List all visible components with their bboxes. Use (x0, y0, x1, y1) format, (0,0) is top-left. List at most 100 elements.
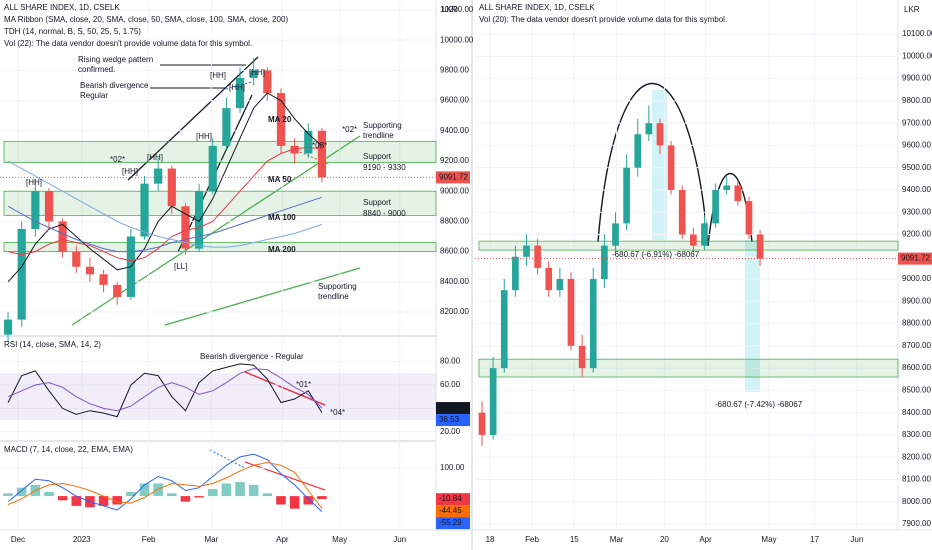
histogram-bar (276, 496, 286, 505)
histogram-bar (3, 493, 13, 497)
last-value-box (436, 493, 470, 506)
histogram-bar (207, 489, 218, 497)
annotation: Support (363, 152, 392, 161)
candle-body (756, 234, 764, 259)
annotation: *03* (312, 141, 327, 150)
macd-divergence (244, 461, 326, 491)
candle-body (512, 256, 519, 291)
last-value-label: 40.30 (439, 403, 460, 412)
candle-body (72, 251, 81, 267)
y-tick-label: 8200.00 (902, 452, 931, 461)
pane-title: RSI (14, close, SMA, 14, 2) (4, 340, 101, 349)
arc-pattern (597, 83, 709, 247)
support-zone (3, 140, 437, 163)
x-tick-label: 2023 (73, 535, 91, 544)
support-zone (3, 190, 437, 216)
candle-body (589, 279, 597, 369)
annotation: Rising wedge pattern (78, 55, 153, 64)
annotation: Supporting (318, 282, 357, 291)
pane-subtitle: Vol (22): The data vendor doesn't provid… (4, 39, 252, 48)
x-tick-label: Apr (699, 535, 712, 544)
candle-body (612, 223, 619, 246)
x-tick-label: 15 (570, 535, 579, 544)
annotation: 8840 - 9000 (363, 209, 406, 218)
histogram-bar (44, 491, 54, 497)
candle-body (701, 223, 708, 246)
y-tick-label: 8300.00 (902, 430, 931, 439)
histogram-bar (303, 496, 314, 505)
series-label: MA 20 (268, 115, 292, 124)
series-line (7, 363, 323, 418)
series-line (7, 453, 323, 512)
y-tick-label: 9600.00 (902, 141, 931, 150)
annotation: [HH] (249, 68, 265, 77)
y-tick-label: 8400.00 (440, 277, 469, 286)
y-tick-label: 80.00 (440, 357, 461, 366)
y-tick-label: 8200.00 (440, 307, 469, 316)
candle-body (656, 123, 664, 146)
candle-body (263, 70, 272, 94)
last-value-label: 9091.72 (439, 172, 468, 181)
y-tick-label: 9400.00 (902, 185, 931, 194)
x-tick-label: Jun (393, 535, 406, 544)
divergence-line (221, 81, 253, 91)
pane-subtitle: TDH (14, normal, B, S, 50, 25, 5, 1.75) (4, 27, 141, 36)
y-tick-label: 9200.00 (902, 230, 931, 239)
candle-body (31, 191, 40, 229)
histogram-bar (71, 496, 82, 506)
x-tick-label: May (332, 535, 347, 544)
pane-title: ALL SHARE INDEX, 1D, CSELK (479, 3, 595, 12)
axis-unit: LKR (442, 5, 458, 14)
y-tick-label: 9800.00 (902, 96, 931, 105)
histogram-bar (153, 483, 163, 497)
candle-body (723, 185, 731, 190)
pane-title: MACD (7, 14, close, 22, EMA, EMA) (4, 445, 133, 454)
y-tick-label: 10000.00 (440, 35, 474, 44)
candle-body (534, 245, 541, 268)
annotation: Bearish divergence - Regular (200, 352, 304, 361)
x-tick-label: Mar (204, 535, 218, 544)
annotation: -680.67 (-6.91%) -68067 (612, 250, 700, 259)
candle-body (58, 221, 67, 252)
histogram-bar (248, 484, 259, 497)
histogram-bar (98, 496, 109, 506)
x-tick-label: 17 (810, 535, 819, 544)
candle-body (167, 168, 176, 207)
series-label: MA 100 (268, 213, 296, 222)
candle-body (500, 290, 508, 369)
y-tick-label: 9300.00 (902, 207, 931, 216)
pane-title: ALL SHARE INDEX, 1D, CSELK (4, 3, 120, 12)
candle-body (276, 93, 286, 146)
y-tick-label: 9500.00 (902, 163, 931, 172)
x-tick-label: 20 (660, 535, 669, 544)
histogram-bar (317, 496, 327, 500)
candle-body (478, 412, 486, 435)
series-label: MA 200 (268, 245, 296, 254)
last-value-label: -10.84 (439, 494, 462, 503)
annotation: [HH] (210, 71, 226, 80)
histogram-bar (139, 483, 150, 497)
y-tick-label: 9900.00 (902, 74, 931, 83)
candle-body (140, 183, 149, 237)
candle-body (678, 189, 686, 235)
candle-body (317, 130, 327, 178)
pane-subtitle: MA Ribbon (SMA, close, 20, SMA, close, 5… (4, 15, 288, 24)
y-tick-label: 9400.00 (440, 126, 469, 135)
y-tick-label: 9800.00 (440, 65, 469, 74)
annotation: 9190 - 9330 (363, 163, 406, 172)
annotation: [HH] (229, 83, 245, 92)
series-line (7, 160, 323, 248)
divergence-line (299, 151, 331, 166)
support-zone (478, 240, 899, 251)
y-tick-label: 8800.00 (902, 319, 931, 328)
histogram-bar (112, 496, 122, 505)
candle-body (208, 145, 217, 192)
histogram-bar (221, 483, 232, 497)
candle-body (85, 266, 95, 275)
series-line (7, 92, 323, 283)
histogram-bar (126, 491, 136, 497)
histogram-bar (289, 496, 300, 509)
candle-body (567, 279, 575, 346)
x-tick-label: 18 (486, 535, 495, 544)
candle-body (623, 167, 630, 224)
